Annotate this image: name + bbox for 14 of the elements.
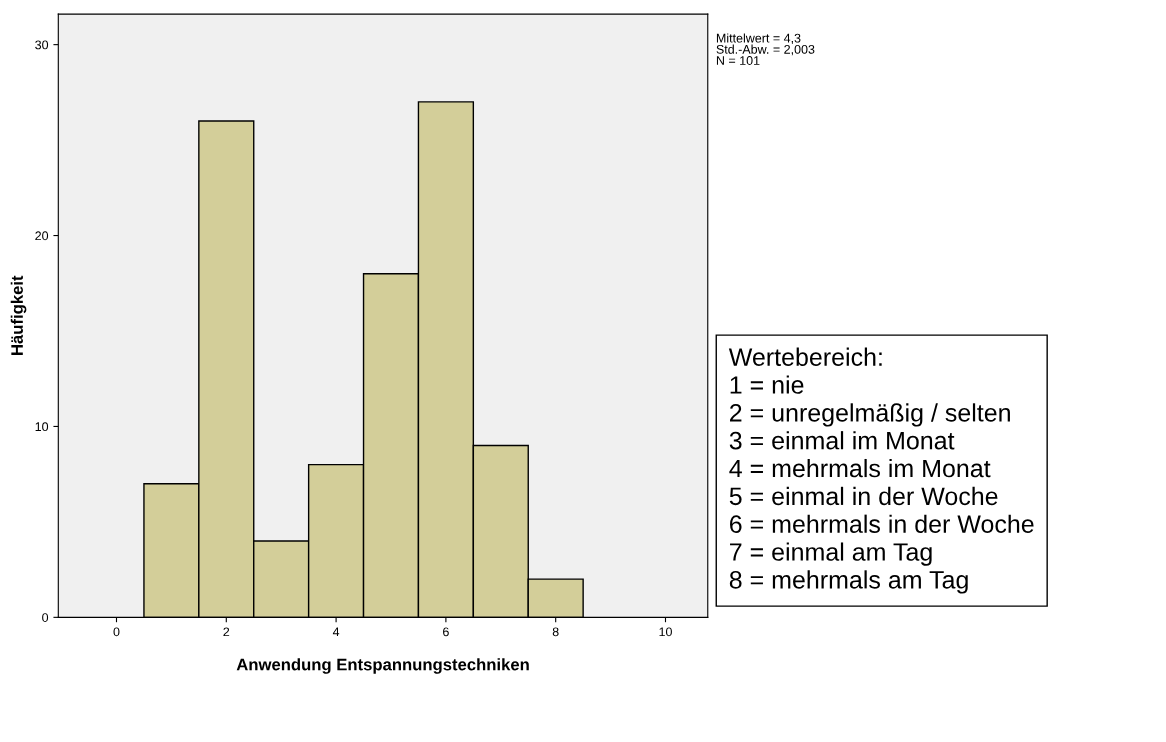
y-axis-title: Häufigkeit <box>10 275 27 355</box>
y-tick-label: 10 <box>35 422 49 432</box>
x-tick-label: 6 <box>443 627 449 637</box>
y-tick-label: 0 <box>42 613 49 622</box>
x-tick-label: 0 <box>113 627 120 637</box>
x-tick-label: 4 <box>332 627 340 637</box>
x-axis-title: Anwendung Entspannungstechniken <box>236 658 529 674</box>
text: Mittelwert = 4,3 Std.-Abw. = 2,003 N = 101 <box>716 33 815 65</box>
y-tick-label: 20 <box>35 231 49 241</box>
y-tick-label: 30 <box>35 40 49 50</box>
text: Wertebereich: 1 = nie 2 = unregelmäßig / selten 3 = einmal im Monat 4 = mehrmals im Monat 5 = einmal in der Woche 6 = mehrmals in der Woche 7 = einmal am Tag 8 = mehrmals am Tag <box>728 347 1034 594</box>
x-tick-label: 2 <box>223 627 230 637</box>
x-tick-label: 8 <box>552 627 559 637</box>
x-tick-label: 10 <box>659 627 672 637</box>
